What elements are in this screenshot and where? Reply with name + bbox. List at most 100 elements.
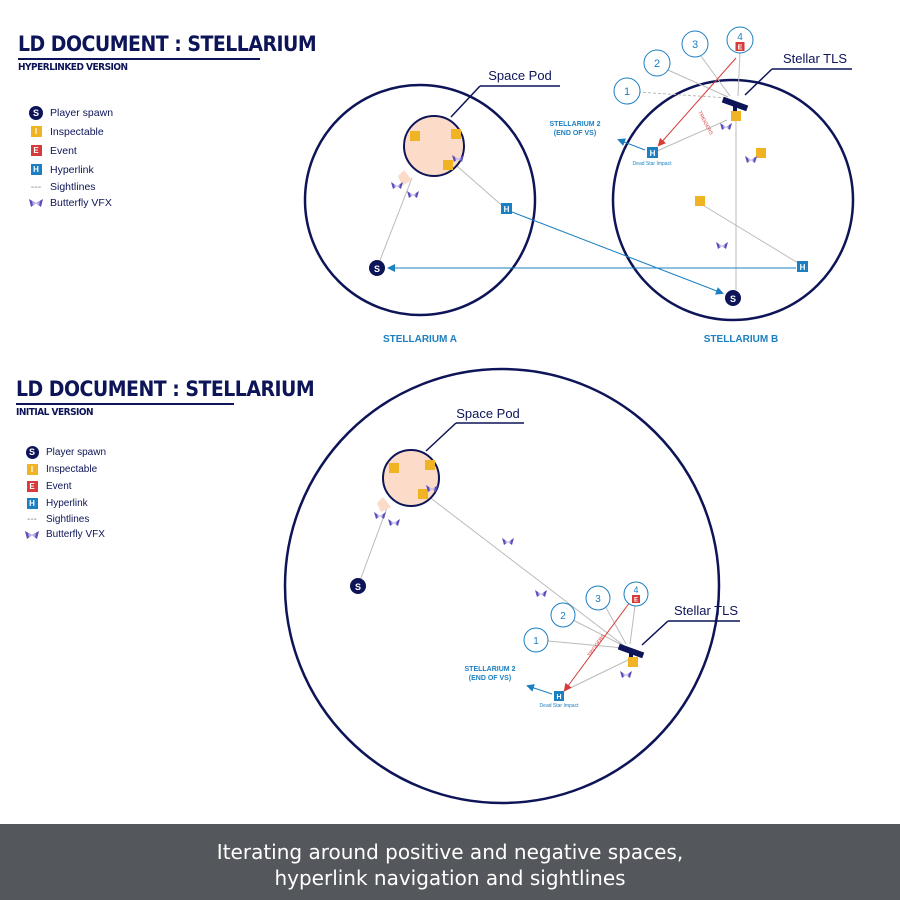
legend-item: S Player spawn: [24, 443, 106, 461]
hyperlink-letter: H: [800, 263, 806, 272]
hyperlink-marker[interactable]: [647, 147, 658, 158]
top-title-underline: [18, 58, 260, 60]
sightline: [357, 504, 389, 587]
butterfly-vfx: [535, 590, 547, 597]
callout-line: [425, 422, 457, 452]
legend-item: I Inspectable: [28, 122, 113, 141]
sightline-point-circle: [550, 602, 576, 628]
player-spawn-icon: S: [29, 105, 43, 120]
caption-line-1: Iterating around positive and negative s…: [216, 840, 684, 864]
triggers-label: TRIGGERS: [587, 633, 607, 658]
exit-label-line1: STELLARIUM 2: [465, 666, 516, 673]
legend-item: E Event: [28, 141, 113, 160]
sightline: [547, 640, 625, 649]
legend-item: Butterfly VFX: [24, 527, 106, 542]
hyperlink-marker[interactable]: [554, 691, 564, 701]
sightline-point[interactable]: 3: [681, 30, 709, 58]
sightline-icon: ---: [27, 514, 37, 525]
legend-item: Butterfly VFX: [28, 195, 113, 211]
space-pod-label: Space Pod: [488, 68, 552, 83]
caption-bar: [0, 824, 900, 900]
sightline-point[interactable]: 1: [613, 77, 641, 105]
stellar-tls-label: Stellar TLS: [674, 603, 738, 618]
legend-item: H Hyperlink: [24, 495, 106, 512]
inspectable-marker: [410, 131, 420, 141]
hyperlink-marker[interactable]: [501, 203, 512, 214]
legend-label: Hyperlink: [50, 163, 94, 176]
sightline-number: 4: [737, 32, 743, 43]
sightline: [603, 603, 627, 645]
legend-label: Sightlines: [46, 514, 90, 525]
sightline-number: 3: [692, 39, 698, 51]
player-spawn-icon: S: [25, 445, 39, 459]
top-legend: S Player spawn I Inspectable E Event H H…: [28, 103, 113, 211]
sightline-point-circle: [585, 585, 611, 611]
sightline: [427, 495, 628, 649]
butterfly-icon: [29, 199, 43, 207]
space-pod-label: Space Pod: [456, 406, 520, 421]
callout-line: [450, 85, 481, 118]
hyperlink-connection: [511, 211, 724, 295]
sightline: [700, 203, 804, 267]
sightline: [449, 159, 507, 210]
sightline-point[interactable]: 4 E: [623, 581, 649, 607]
legend-item: I Inspectable: [24, 461, 106, 478]
legend-item: E Event: [24, 478, 106, 495]
sightline: [667, 69, 729, 98]
sightline-point-circle: [681, 30, 709, 58]
space-pod-door: [377, 497, 391, 512]
sightline-number: 2: [560, 611, 566, 622]
event-marker: [735, 42, 745, 51]
event-marker: [632, 595, 640, 603]
sightline-point-circle: [643, 49, 671, 77]
callout-line: [641, 620, 669, 646]
stellar-tls-telescope: [617, 643, 645, 659]
sightline-point[interactable]: 4 E: [726, 26, 754, 54]
bottom-title-block: LD DOCUMENT : STELLARIUM INITIAL VERSION: [16, 377, 315, 419]
sightline: [376, 177, 413, 269]
stellar-tls-label: Stellar TLS: [783, 51, 847, 66]
player-spawn-marker: [369, 260, 385, 276]
caption-line-2: hyperlink navigation and sightlines: [274, 866, 626, 890]
impact-label: Dead Star Impact: [540, 703, 580, 709]
butterfly-vfx: [716, 242, 728, 249]
stellarium-b-label: STELLARIUM B: [704, 334, 778, 345]
event-icon: E: [30, 145, 42, 156]
legend-label: Butterfly VFX: [50, 197, 112, 209]
exit-label-line2: (END OF VS): [554, 130, 596, 137]
exit-arrow: [526, 684, 553, 695]
legend-label: Inspectable: [50, 125, 104, 138]
player-spawn-marker: [350, 578, 366, 594]
space-pod-door: [398, 170, 412, 186]
legend-item: H Hyperlink: [28, 160, 113, 179]
top-subtitle: HYPERLINKED VERSION: [18, 62, 128, 73]
sightline-point[interactable]: 2: [550, 602, 576, 628]
exit-label-line2: (END OF VS): [469, 675, 511, 682]
sightline-number: 1: [533, 636, 539, 647]
legend-label: Event: [46, 481, 72, 492]
butterfly-vfx: [720, 123, 732, 130]
legend-label: Butterfly VFX: [46, 529, 105, 540]
legend-label: Inspectable: [46, 464, 98, 475]
trigger-arrow: [563, 597, 634, 692]
stellarium-boundary: [283, 367, 721, 805]
hyperlink-marker[interactable]: [797, 261, 808, 272]
trigger-arrow: [657, 57, 737, 147]
inspectable-marker: [418, 489, 428, 499]
butterfly-icon: [25, 530, 39, 539]
butterfly-vfx: [745, 156, 757, 163]
sightline-point[interactable]: 3: [585, 585, 611, 611]
inspectable-marker: [695, 196, 705, 206]
legend-item: --- Sightlines: [24, 512, 106, 527]
butterfly-vfx: [502, 538, 514, 545]
sightline-point[interactable]: 1: [523, 627, 549, 653]
legend-label: Player spawn: [50, 106, 114, 119]
stellarium-a-label: STELLARIUM A: [383, 334, 457, 345]
sightline-point[interactable]: 2: [643, 49, 671, 77]
exit-label-line1: STELLARIUM 2: [550, 121, 601, 128]
inspectable-marker: [443, 160, 453, 170]
bottom-legend: S Player spawn I Inspectable E Event H H…: [24, 443, 106, 542]
butterfly-vfx: [388, 519, 400, 526]
space-pod: [382, 449, 440, 507]
sightline: [572, 619, 625, 647]
